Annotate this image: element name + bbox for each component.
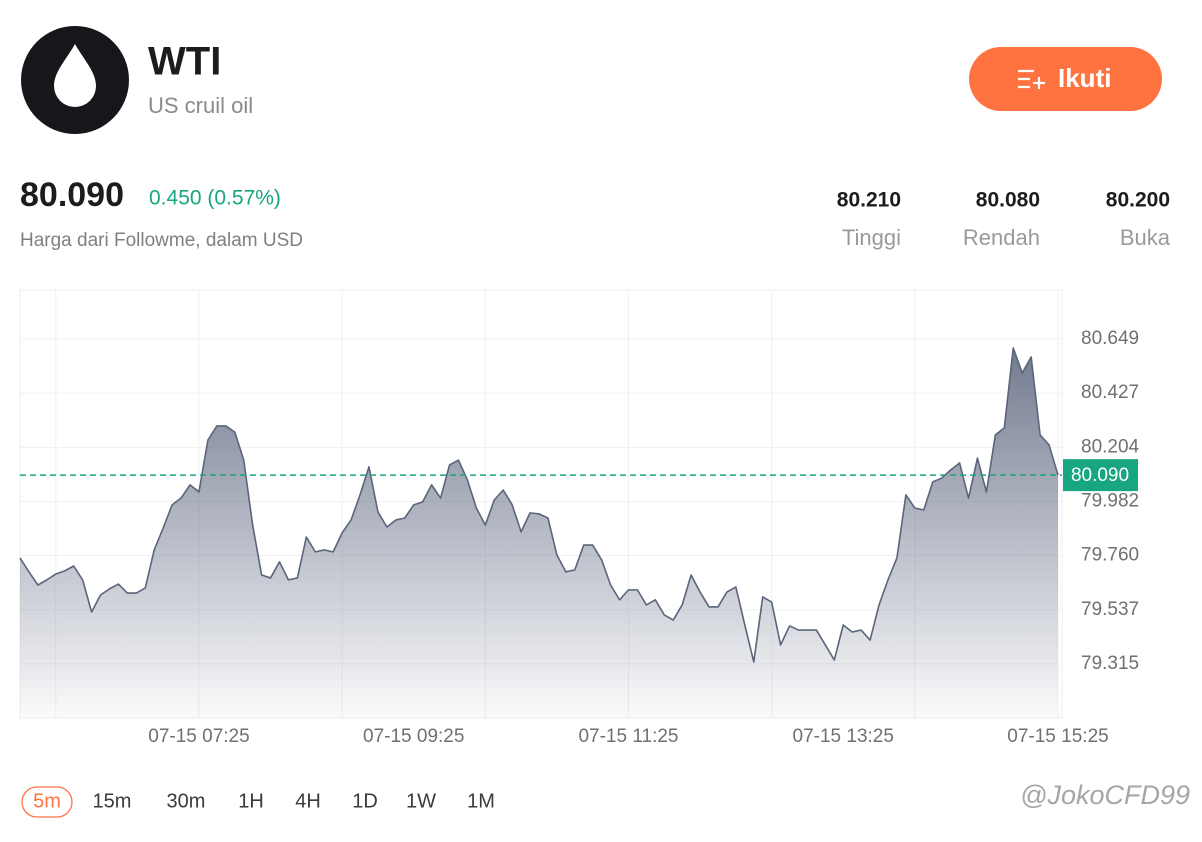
chart: 80.649 80.427 80.204 79.982 79.760 79.537 79.3… (19, 290, 1140, 747)
x-tick-label: 07-15 09:25 (363, 726, 464, 747)
follow-button[interactable]: Ikuti (969, 47, 1162, 111)
area-fill (20, 347, 1058, 718)
timeframe[interactable]: 1M (467, 790, 495, 812)
stat-value: 80.210 (837, 189, 901, 212)
price: 80.090 (20, 176, 124, 214)
timeframe[interactable]: 1D (352, 790, 378, 812)
watermark: @JokoCFD99 (1020, 780, 1190, 810)
price-change: 0.450 (0.57%) (149, 187, 281, 210)
y-tick-label: 79.760 (1081, 545, 1139, 566)
button-label[interactable]: Ikuti (1058, 63, 1111, 93)
timeframe[interactable]: 15m (93, 790, 132, 812)
symbol: WTI (148, 40, 221, 84)
timeframe[interactable]: 30m (167, 790, 206, 812)
current-price-label: 80.090 (1071, 465, 1129, 486)
instrument-name: US cruil oil (148, 93, 253, 118)
x-tick-label: 07-15 15:25 (1007, 726, 1108, 747)
y-tick-label: 79.982 (1081, 490, 1139, 511)
logo-drop (54, 44, 96, 107)
timeframe[interactable]: 4H (295, 790, 321, 812)
stat-label: Buka (1120, 225, 1171, 250)
timeframe[interactable]: 5m (33, 790, 61, 812)
price-note: Harga dari Followme, dalam USD (20, 230, 303, 251)
y-tick-label: 80.204 (1081, 436, 1140, 457)
timeframes: 5m 15m 30m 1H 4H 1D 1W 1M (21, 786, 495, 818)
price-line-series (19, 347, 1059, 663)
stat-label: Tinggi (842, 225, 901, 250)
timeframe[interactable]: 1W (406, 790, 436, 812)
stat-value: 80.200 (1106, 189, 1170, 212)
x-tick-label: 07-15 11:25 (578, 726, 678, 747)
timeframe[interactable]: 1H (238, 790, 264, 812)
y-tick-label: 79.537 (1081, 599, 1139, 620)
timeframe-selected[interactable] (21, 786, 73, 818)
y-tick-label: 80.649 (1081, 328, 1139, 349)
current-price-tag (1063, 459, 1138, 492)
stat-label: Rendah (963, 225, 1040, 250)
y-tick-label: 79.315 (1081, 653, 1139, 674)
button-icon (1018, 69, 1045, 89)
x-tick-label: 07-15 07:25 (148, 726, 249, 747)
x-tick-label: 07-15 13:25 (793, 726, 894, 747)
y-tick-label: 80.427 (1081, 382, 1139, 403)
button-bg[interactable] (969, 47, 1162, 111)
stat-value: 80.080 (976, 189, 1040, 212)
